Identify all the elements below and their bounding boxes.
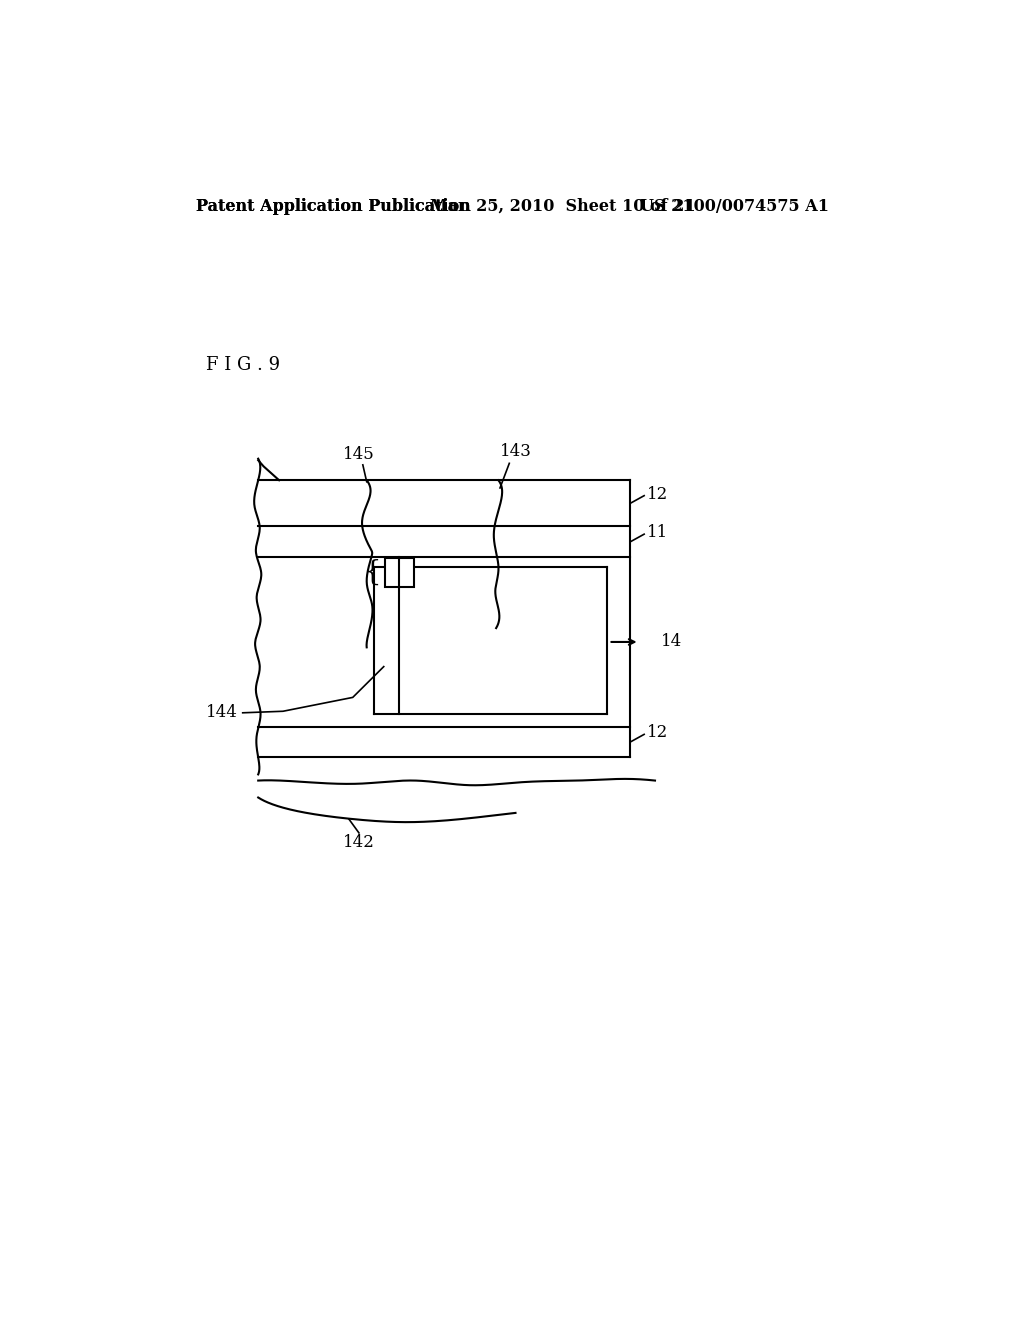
Bar	[385, 558, 414, 587]
Text: Patent Application Publication: Patent Application Publication	[197, 198, 471, 215]
Text: 14: 14	[662, 634, 682, 651]
Text: Mar. 25, 2010  Sheet 10 of 21: Mar. 25, 2010 Sheet 10 of 21	[430, 198, 696, 215]
Text: Patent Application Publication: Patent Application Publication	[197, 198, 471, 215]
Text: 12: 12	[647, 725, 669, 742]
Text: 143: 143	[500, 444, 531, 461]
Text: {: {	[364, 560, 381, 586]
Text: 11: 11	[647, 524, 669, 541]
Text: 12: 12	[647, 486, 669, 503]
Text: F I G . 9: F I G . 9	[206, 356, 280, 374]
Text: 145: 145	[343, 446, 375, 462]
Text: 142: 142	[343, 834, 375, 851]
Text: 144: 144	[206, 705, 238, 721]
Text: US 2100/0074575 A1: US 2100/0074575 A1	[640, 198, 828, 215]
